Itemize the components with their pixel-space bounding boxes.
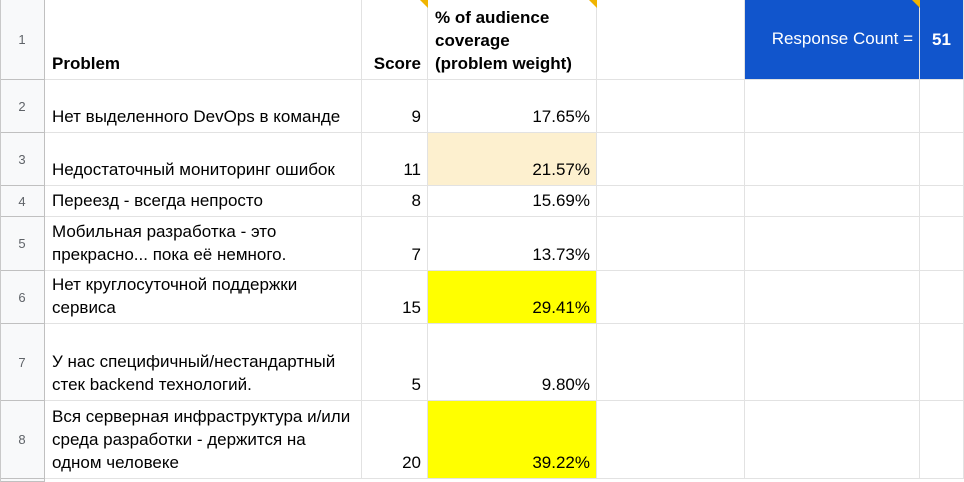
- score-text-2: 9: [411, 107, 421, 126]
- score-cell-4[interactable]: 8: [362, 186, 428, 217]
- problem-cell-8[interactable]: Вся серверная инфраструктура и/или среда…: [45, 401, 362, 479]
- header-problem-text: Problem: [52, 54, 121, 73]
- score-text-6: 15: [402, 298, 421, 317]
- header-coverage-text: % of audience coverage (problem weight): [435, 6, 572, 75]
- coverage-text-4: 15.69%: [532, 191, 590, 210]
- response-count-label: Response Count =: [771, 29, 913, 48]
- coverage-text-8: 39.22%: [532, 453, 590, 472]
- row-header-1[interactable]: 1: [0, 0, 45, 80]
- coverage-text-3: 21.57%: [532, 160, 590, 179]
- problem-text-3: Недостаточный мониторинг ошибок: [52, 160, 335, 179]
- coverage-cell-6[interactable]: 29.41%: [428, 271, 597, 324]
- header-coverage-line3: (problem weight): [435, 54, 572, 73]
- cell-d1[interactable]: [597, 0, 745, 80]
- cell-d8[interactable]: [597, 401, 745, 479]
- score-cell-6[interactable]: 15: [362, 271, 428, 324]
- cell-d6[interactable]: [597, 271, 745, 324]
- cell-e4[interactable]: [745, 186, 920, 217]
- cell-f3[interactable]: [920, 133, 964, 186]
- coverage-cell-4[interactable]: 15.69%: [428, 186, 597, 217]
- score-text-8: 20: [402, 453, 421, 472]
- problem-text-7: У нас специфичный/нестандартный стек bac…: [52, 352, 336, 394]
- coverage-text-2: 17.65%: [532, 107, 590, 126]
- cell-f4[interactable]: [920, 186, 964, 217]
- score-text-7: 5: [411, 375, 421, 394]
- coverage-text-7: 9.80%: [541, 375, 590, 394]
- problem-text-4: Переезд - всегда непросто: [52, 191, 263, 210]
- problem-text-5: Мобильная разработка - это прекрасно... …: [52, 222, 287, 264]
- coverage-cell-2[interactable]: 17.65%: [428, 80, 597, 133]
- coverage-text-6: 29.41%: [532, 298, 590, 317]
- cell-d4[interactable]: [597, 186, 745, 217]
- cell-f6[interactable]: [920, 271, 964, 324]
- comment-indicator-score-header[interactable]: [420, 0, 428, 8]
- cell-e8[interactable]: [745, 401, 920, 479]
- cell-f7[interactable]: [920, 324, 964, 401]
- comment-indicator-response-count[interactable]: [912, 0, 920, 8]
- header-coverage-cell[interactable]: % of audience coverage (problem weight): [428, 0, 597, 80]
- header-score-cell[interactable]: Score: [362, 0, 428, 80]
- score-cell-5[interactable]: 7: [362, 217, 428, 271]
- row-header-6[interactable]: 6: [0, 271, 45, 324]
- grid-left-border: [0, 0, 1, 482]
- cell-f5[interactable]: [920, 217, 964, 271]
- coverage-cell-5[interactable]: 13.73%: [428, 217, 597, 271]
- problem-text-2: Нет выделенного DevOps в команде: [52, 107, 341, 126]
- comment-indicator-coverage-header[interactable]: [589, 0, 597, 8]
- row-header-7[interactable]: 7: [0, 324, 45, 401]
- score-cell-7[interactable]: 5: [362, 324, 428, 401]
- problem-cell-3[interactable]: Недостаточный мониторинг ошибок: [45, 133, 362, 186]
- row-header-2[interactable]: 2: [0, 80, 45, 133]
- problem-cell-7[interactable]: У нас специфичный/нестандартный стек bac…: [45, 324, 362, 401]
- score-cell-8[interactable]: 20: [362, 401, 428, 479]
- coverage-cell-7[interactable]: 9.80%: [428, 324, 597, 401]
- cell-d7[interactable]: [597, 324, 745, 401]
- header-problem-cell[interactable]: Problem: [45, 0, 362, 80]
- row-header-8[interactable]: 8: [0, 401, 45, 479]
- cell-f2[interactable]: [920, 80, 964, 133]
- problem-cell-6[interactable]: Нет круглосуточной поддержки сервиса: [45, 271, 362, 324]
- coverage-cell-3[interactable]: 21.57%: [428, 133, 597, 186]
- score-text-5: 7: [411, 245, 421, 264]
- score-text-4: 8: [411, 191, 421, 210]
- coverage-text-5: 13.73%: [532, 245, 590, 264]
- cell-d2[interactable]: [597, 80, 745, 133]
- response-count-value: 51: [932, 30, 951, 49]
- coverage-cell-8[interactable]: 39.22%: [428, 401, 597, 479]
- row-header-5[interactable]: 5: [0, 217, 45, 271]
- row-header-3[interactable]: 3: [0, 133, 45, 186]
- score-cell-2[interactable]: 9: [362, 80, 428, 133]
- response-count-value-cell[interactable]: 51: [920, 0, 964, 80]
- row-header-4[interactable]: 4: [0, 186, 45, 217]
- cell-d5[interactable]: [597, 217, 745, 271]
- score-cell-3[interactable]: 11: [362, 133, 428, 186]
- cell-d3[interactable]: [597, 133, 745, 186]
- cell-e2[interactable]: [745, 80, 920, 133]
- cell-e3[interactable]: [745, 133, 920, 186]
- problem-cell-2[interactable]: Нет выделенного DevOps в команде: [45, 80, 362, 133]
- response-count-label-cell[interactable]: Response Count =: [745, 0, 920, 80]
- problem-cell-5[interactable]: Мобильная разработка - это прекрасно... …: [45, 217, 362, 271]
- score-text-3: 11: [403, 160, 421, 179]
- cell-f8[interactable]: [920, 401, 964, 479]
- cell-e6[interactable]: [745, 271, 920, 324]
- header-score-text: Score: [373, 54, 421, 73]
- problem-text-8: Вся серверная инфраструктура и/или среда…: [52, 407, 351, 472]
- cell-e5[interactable]: [745, 217, 920, 271]
- header-coverage-line2: coverage: [435, 31, 510, 50]
- problem-text-6: Нет круглосуточной поддержки сервиса: [52, 275, 298, 317]
- cell-e7[interactable]: [745, 324, 920, 401]
- problem-cell-4[interactable]: Переезд - всегда непросто: [45, 186, 362, 217]
- header-coverage-line1: % of audience: [435, 8, 550, 27]
